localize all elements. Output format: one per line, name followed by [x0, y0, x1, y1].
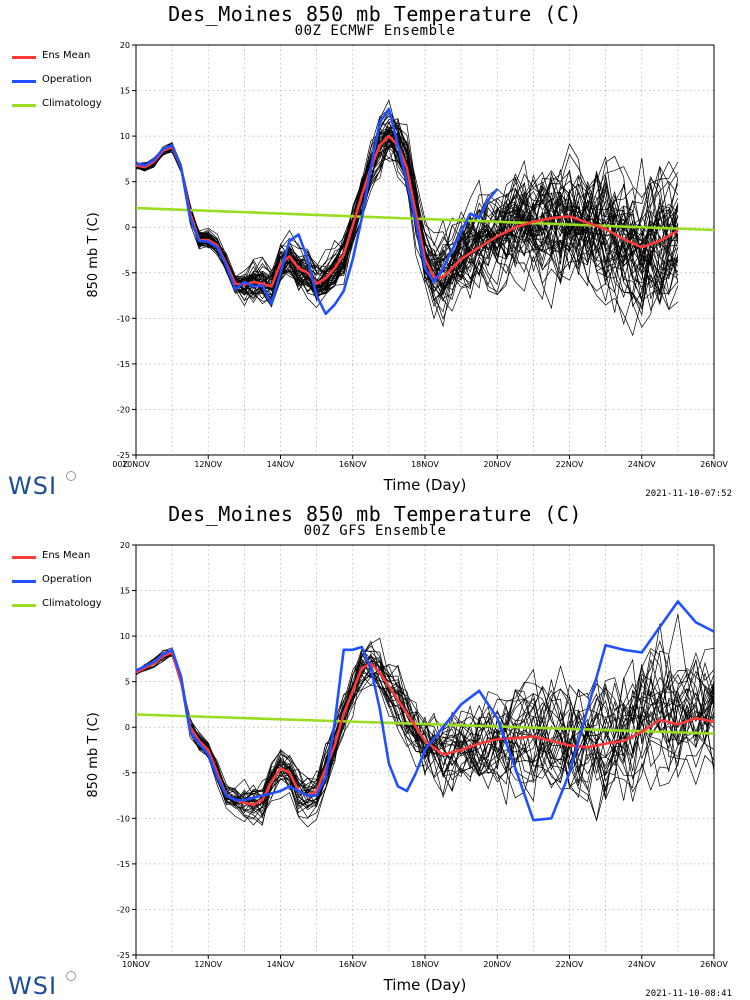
x-tick-label: 10NOV [122, 460, 150, 469]
climatology-line [135, 713, 715, 735]
x-tick-label: 14NOV [267, 460, 295, 469]
ensemble-member-line [135, 640, 715, 801]
climatology-line [135, 206, 715, 232]
ens-mean-line [135, 651, 715, 807]
y-axis-label: 850 mb T (C) [86, 212, 101, 298]
y-tick-label: 10 [120, 632, 130, 641]
legend-label: Ens Mean [42, 50, 91, 61]
ensemble-member-line [135, 648, 715, 826]
y-tick-label: -25 [117, 451, 130, 460]
chart-subtitle: 00Z GFS Ensemble [303, 523, 447, 539]
x-tick-label: 26NOV [700, 460, 728, 469]
y-tick-label: 0 [125, 723, 130, 732]
chart-panel-gfs: Des_Moines 850 mb Temperature (C) 00Z GF… [0, 500, 750, 1000]
x-tick-label: 24NOV [628, 960, 656, 969]
operation-line [135, 600, 715, 822]
x-axis-label: Time (Day) [383, 976, 467, 994]
legend-label: Climatology [42, 598, 102, 609]
y-tick-label: 15 [120, 587, 130, 596]
ensemble-member-line [135, 654, 715, 820]
x-tick-label: 16NOV [339, 960, 367, 969]
legend-swatch [12, 56, 36, 59]
x-tick-label: 20NOV [483, 960, 511, 969]
legend-label: Operation [42, 574, 92, 585]
x-tick-label: 10NOV [122, 960, 150, 969]
y-tick-label: -5 [122, 769, 130, 778]
x-tick-label: 12NOV [194, 960, 222, 969]
x-tick-label: 20NOV [483, 460, 511, 469]
plot-area: -25 -20 -15 -10 -5 0 5 10 15 20 10NOV 12NOV 14NOV 16N… [112, 41, 728, 469]
legend-swatch [12, 580, 36, 583]
chart-title: Des_Moines 850 mb Temperature (C) [168, 502, 582, 526]
legend-swatch [12, 556, 36, 559]
y-tick-label: -10 [117, 314, 130, 323]
x-axis-label: Time (Day) [383, 476, 467, 494]
x-tick-label: 26NOV [700, 960, 728, 969]
ensemble-member-line [135, 650, 715, 804]
y-tick-label: 5 [125, 678, 130, 687]
y-tick-label: 10 [120, 132, 130, 141]
x-tick-label: 22NOV [556, 960, 584, 969]
legend-swatch [12, 104, 36, 107]
x-tick-label: 18NOV [411, 460, 439, 469]
ensemble-member-line [135, 99, 679, 308]
chart-panel-ecmwf: Des_Moines 850 mb Temperature (C) 00Z EC… [8, 2, 732, 500]
ensemble-member-line [135, 132, 679, 313]
y-tick-label: 5 [125, 178, 130, 187]
timestamp: 2021-11-10-08:41 [645, 989, 732, 999]
y-axis-label: 850 mb T (C) [86, 712, 101, 798]
corner-label: 00Z [112, 460, 128, 469]
y-tick-label: 15 [120, 87, 130, 96]
legend-label: Operation [42, 74, 92, 85]
logo-mark-icon [66, 471, 76, 481]
legend-swatch [12, 604, 36, 607]
y-tick-label: -15 [117, 860, 130, 869]
x-tick-label: 22NOV [556, 460, 584, 469]
y-tick-label: -20 [117, 905, 130, 914]
legend-label: Ens Mean [42, 550, 91, 561]
y-tick-label: -25 [117, 951, 130, 960]
x-tick-label: 18NOV [411, 960, 439, 969]
ens-mean-line [135, 134, 679, 288]
x-tick-label: 24NOV [628, 460, 656, 469]
wsi-logo: WSI [8, 472, 58, 500]
legend-label: Climatology [42, 98, 102, 109]
y-tick-label: 20 [120, 41, 130, 50]
ensemble-member-line [135, 141, 679, 311]
y-tick-label: -10 [117, 814, 130, 823]
plot-area: -25 -20 -15 -10 -5 0 5 10 15 20 10NOV 12NOV 14NOV 16N… [117, 541, 729, 969]
x-tick-label: 14NOV [267, 960, 295, 969]
x-tick-label: 16NOV [339, 460, 367, 469]
wsi-logo: WSI [8, 972, 58, 1000]
y-tick-label: -5 [122, 269, 130, 278]
legend-swatch [12, 80, 36, 83]
operation-line [135, 107, 499, 316]
chart-subtitle: 00Z ECMWF Ensemble [294, 23, 456, 39]
y-tick-label: -15 [117, 360, 130, 369]
y-tick-label: -20 [117, 405, 130, 414]
y-tick-label: 0 [125, 223, 130, 232]
chart-title: Des_Moines 850 mb Temperature (C) [168, 2, 582, 26]
timestamp: 2021-11-10-07:52 [645, 489, 732, 499]
logo-mark-icon [66, 971, 76, 981]
ensemble-member-line [135, 111, 679, 294]
y-tick-label: 20 [120, 541, 130, 550]
x-tick-label: 12NOV [194, 460, 222, 469]
